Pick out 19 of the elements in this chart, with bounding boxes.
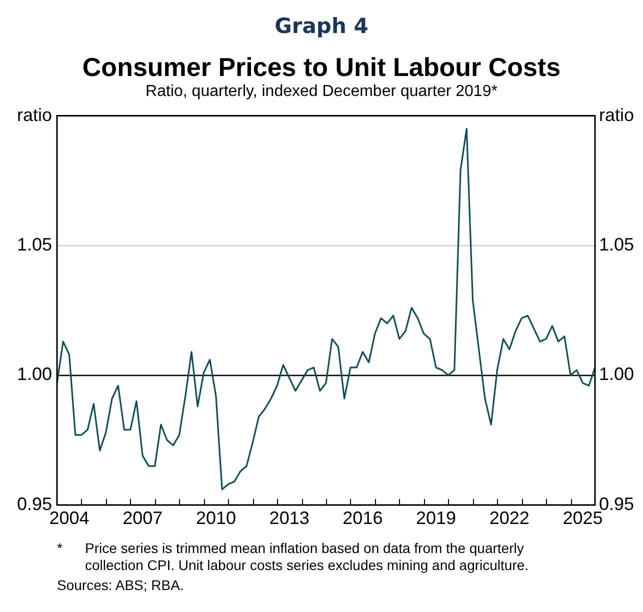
- y-tick-label: 1.00: [16, 364, 52, 384]
- x-tick-label: 2022: [489, 508, 530, 528]
- y-tick-label: 0.95: [16, 494, 52, 514]
- x-tick-label: 2016: [342, 508, 383, 528]
- y2-tick-label: 1.05: [599, 234, 634, 254]
- y2-tick-label: ratio: [599, 104, 634, 125]
- y-tick-label: 1.05: [16, 234, 52, 254]
- x-tick-label: 2007: [122, 508, 163, 528]
- source-note: Sources: ABS; RBA.: [57, 577, 185, 594]
- y2-tick-label: 0.95: [599, 494, 634, 514]
- y-tick-label: ratio: [16, 104, 52, 125]
- x-tick-label: 2013: [269, 508, 310, 528]
- text: * Price series is trimmed mean inflation based on data from the quarterly collection CPI. Unit labour costs series excludes mining and agriculture.: [57, 540, 529, 573]
- x-tick-label: 2019: [416, 508, 456, 528]
- chart-title: Consumer Prices to Unit Labour Costs: [81, 52, 562, 83]
- x-tick-label: 2010: [196, 508, 236, 528]
- chart-subtitle: Ratio, quarterly, indexed December quarter 2019*: [144, 83, 498, 101]
- caption: Graph 4: [274, 14, 370, 38]
- y2-tick-label: 1.00: [599, 364, 634, 384]
